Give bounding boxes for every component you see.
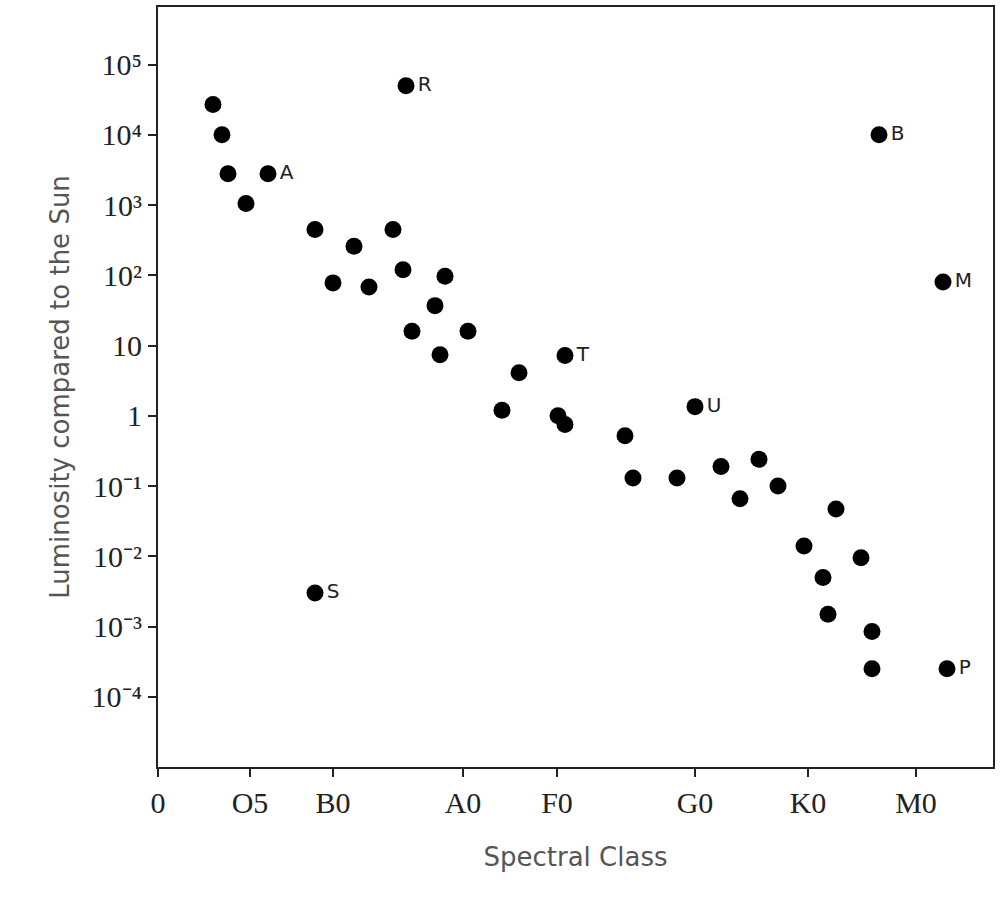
svg-text:10²: 10² (103, 259, 142, 292)
svg-text:10⁵: 10⁵ (102, 48, 142, 81)
svg-text:10⁻⁴: 10⁻⁴ (92, 680, 142, 713)
svg-text:10⁻³: 10⁻³ (93, 610, 142, 643)
svg-text:K0: K0 (790, 786, 827, 819)
svg-text:B0: B0 (315, 786, 350, 819)
svg-text:10⁴: 10⁴ (102, 118, 142, 151)
svg-text:1: 1 (127, 399, 142, 432)
svg-text:S: S (327, 579, 340, 603)
svg-text:F0: F0 (541, 786, 573, 819)
svg-text:M: M (955, 268, 972, 292)
svg-text:B: B (891, 121, 905, 145)
svg-text:A: A (280, 160, 294, 184)
svg-text:O5: O5 (232, 786, 269, 819)
svg-text:M0: M0 (895, 786, 937, 819)
svg-text:10⁻²: 10⁻² (93, 540, 142, 573)
svg-text:T: T (576, 342, 590, 366)
svg-text:Spectral Class: Spectral Class (483, 842, 667, 872)
svg-text:0: 0 (151, 786, 166, 819)
svg-text:Luminosity compared to the Sun: Luminosity compared to the Sun (45, 175, 75, 599)
svg-text:U: U (707, 393, 722, 417)
svg-text:A0: A0 (445, 786, 482, 819)
svg-text:G0: G0 (677, 786, 714, 819)
svg-text:10: 10 (112, 329, 142, 362)
svg-text:P: P (959, 655, 971, 679)
svg-text:10³: 10³ (103, 189, 142, 222)
svg-text:R: R (418, 72, 432, 96)
svg-text:10⁻¹: 10⁻¹ (93, 470, 142, 503)
